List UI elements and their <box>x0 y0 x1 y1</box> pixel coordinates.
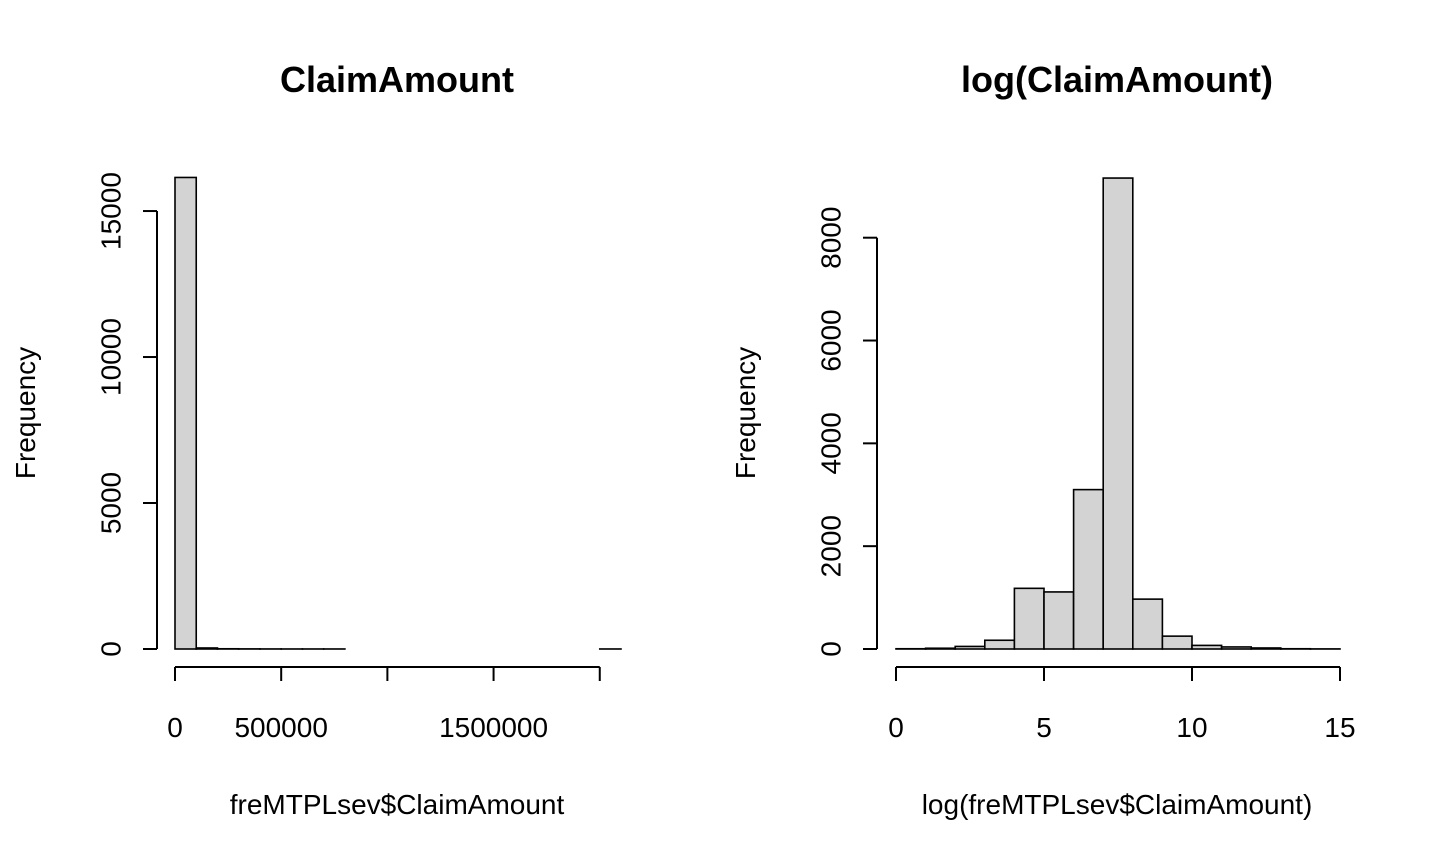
x-tick-label: 1500000 <box>439 712 548 743</box>
y-tick-label: 2000 <box>816 515 847 577</box>
x-axis-label: freMTPLsev$ClaimAmount <box>230 789 565 820</box>
histogram-bar <box>1161 635 1193 650</box>
histogram-claimamount: ClaimAmount Frequency freMTPLsev$ClaimAm… <box>10 59 622 820</box>
chart-title: log(ClaimAmount) <box>961 59 1273 100</box>
x-axis: 0 5 10 15 <box>888 666 1356 743</box>
x-tick-label: 10 <box>1176 712 1207 743</box>
histogram-bar <box>1072 488 1104 650</box>
histogram-bar <box>174 176 198 650</box>
histogram-bar <box>1220 646 1252 650</box>
histogram-bar <box>1013 587 1045 650</box>
y-tick-label: 0 <box>816 641 847 657</box>
x-axis: 0 500000 1500000 <box>167 666 601 743</box>
y-axis: 0 5000 10000 15000 <box>96 172 158 657</box>
histogram-bar <box>1102 177 1134 650</box>
y-tick-label: 8000 <box>816 207 847 269</box>
chart-title: ClaimAmount <box>280 59 514 100</box>
y-axis-label: Frequency <box>730 347 761 479</box>
y-tick-label: 4000 <box>816 412 847 474</box>
y-axis: 0 2000 4000 6000 8000 <box>816 207 878 657</box>
histogram-bar <box>983 639 1016 650</box>
histogram-bar <box>1250 647 1282 650</box>
y-tick-label: 15000 <box>96 172 127 250</box>
y-tick-label: 6000 <box>816 309 847 371</box>
histogram-bar <box>954 645 986 650</box>
histogram-bar <box>195 647 219 650</box>
histogram-bar <box>1132 598 1164 650</box>
x-tick-label: 0 <box>167 712 183 743</box>
bars <box>174 176 622 650</box>
histogram-log-claimamount: log(ClaimAmount) Frequency log(freMTPLse… <box>730 59 1356 820</box>
x-axis-label: log(freMTPLsev$ClaimAmount) <box>922 789 1313 820</box>
histogram-bar <box>924 647 956 650</box>
histogram-bar <box>1043 591 1075 650</box>
x-tick-label: 15 <box>1324 712 1355 743</box>
x-tick-label: 500000 <box>234 712 327 743</box>
x-tick-label: 0 <box>888 712 904 743</box>
histogram-bar <box>1191 644 1223 650</box>
x-tick-label: 5 <box>1036 712 1052 743</box>
y-axis-label: Frequency <box>10 347 41 479</box>
y-tick-label: 0 <box>96 641 127 657</box>
y-tick-label: 10000 <box>96 318 127 396</box>
y-tick-label: 5000 <box>96 472 127 534</box>
bars <box>895 177 1341 650</box>
